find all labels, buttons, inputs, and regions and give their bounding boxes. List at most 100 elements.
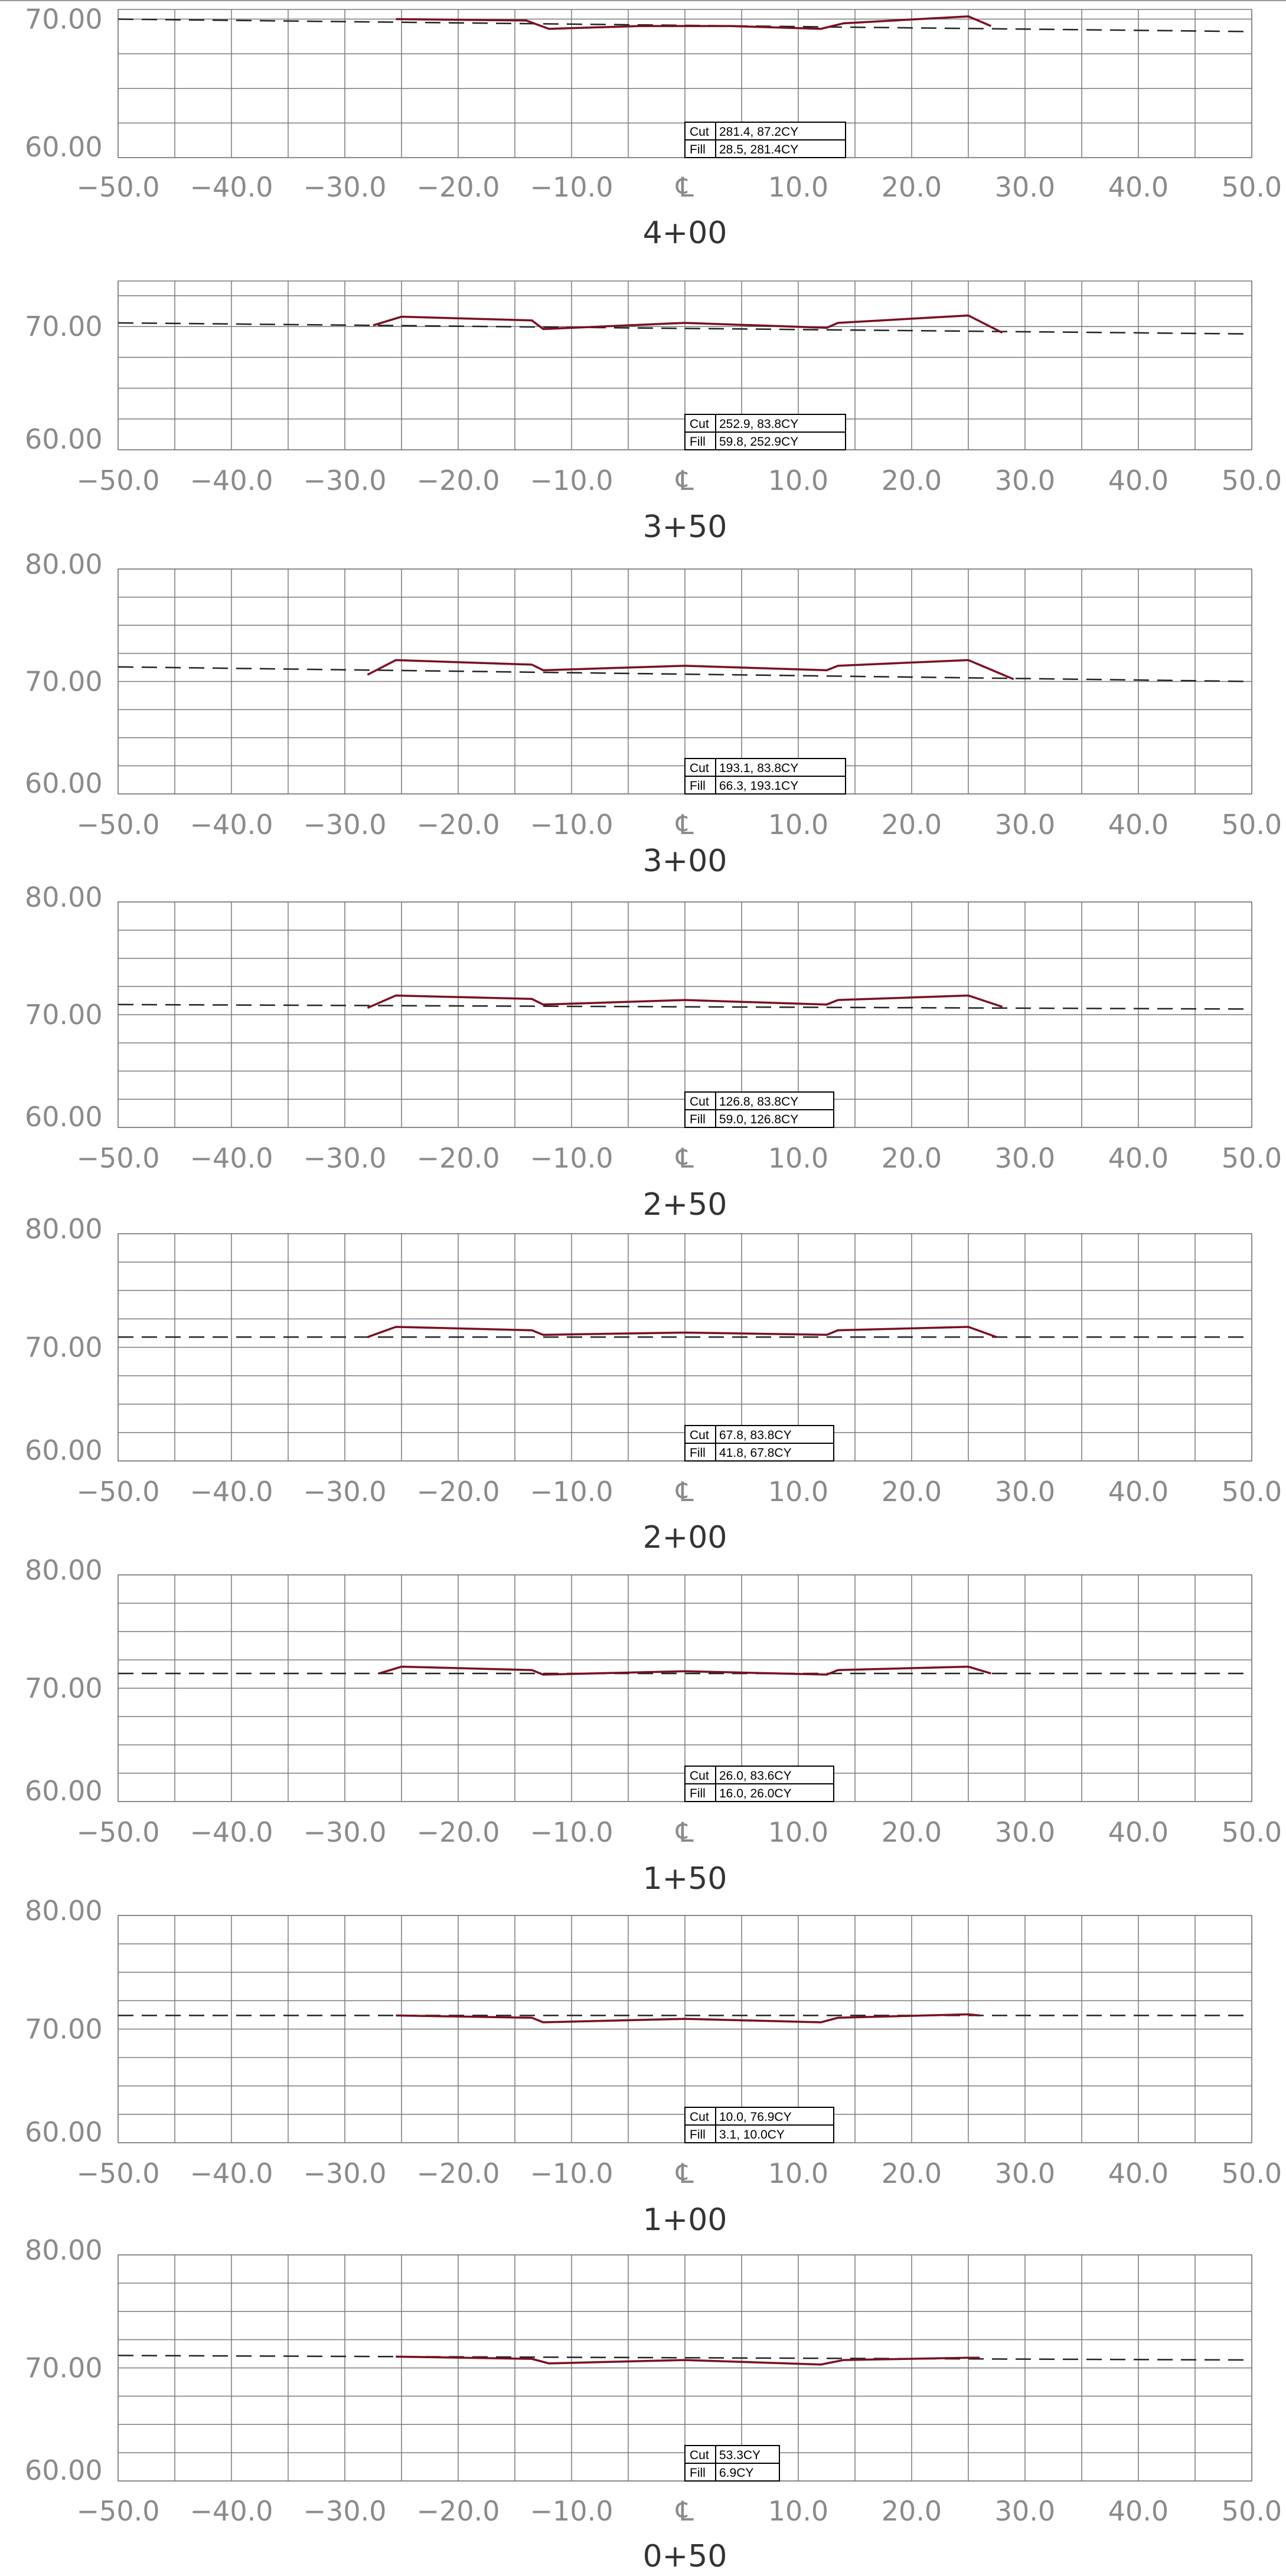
y-axis-label: 60.00: [25, 2454, 103, 2486]
cut-volume-value: 281.4, 87.2CY: [719, 125, 798, 139]
x-axis-label: 30.0: [995, 2157, 1055, 2189]
x-axis-label: −10.0: [530, 2495, 613, 2527]
x-axis-label: −10.0: [530, 1476, 613, 1508]
x-axis-label: −50.0: [77, 2157, 160, 2189]
x-axis-label: 40.0: [1108, 2495, 1169, 2527]
volume-table: Cut 10.0, 76.9CY Fill 3.1, 10.0CY: [684, 2107, 834, 2143]
cut-label: Cut: [690, 1769, 709, 1783]
y-axis-label: 60.00: [25, 2116, 103, 2148]
x-axis-label: 20.0: [882, 171, 942, 203]
x-axis-label: 30.0: [995, 1476, 1055, 1508]
fill-volume-value: 16.0, 26.0CY: [719, 1787, 792, 1800]
cut-volume-value: 53.3CY: [719, 2448, 760, 2462]
design-profile-line: [367, 659, 1014, 681]
y-axis-label: 80.00: [25, 1554, 103, 1586]
x-axis-label: 10.0: [768, 1142, 828, 1174]
x-axis-label: 10.0: [768, 2157, 828, 2189]
x-axis-label: −40.0: [190, 1142, 273, 1174]
x-axis-label: −30.0: [303, 171, 387, 203]
x-axis-label: −40.0: [190, 2157, 273, 2189]
x-axis-label: 40.0: [1108, 1476, 1169, 1508]
x-axis-label: −20.0: [417, 465, 500, 496]
x-axis-label: 50.0: [1222, 809, 1282, 841]
x-axis-label: −50.0: [77, 809, 160, 841]
fill-label: Fill: [690, 1446, 706, 1460]
x-axis-label: −20.0: [417, 1142, 500, 1174]
x-axis-label: −50.0: [77, 2495, 160, 2527]
fill-volume-value: 59.0, 126.8CY: [719, 1113, 798, 1126]
x-axis-label: −30.0: [303, 1476, 387, 1508]
existing-ground-line: [117, 1003, 1252, 1010]
x-axis-label: 40.0: [1108, 1142, 1169, 1174]
cut-volume-value: 252.9, 83.8CY: [719, 417, 798, 431]
x-axis-label: 30.0: [995, 2495, 1055, 2527]
x-axis-label: −50.0: [77, 171, 160, 203]
station-label: 0+50: [643, 2539, 727, 2574]
section-1-50: 80.00 70.00 60.00 −50.0 −40.0 −30.0 −20.0 −10.0…: [25, 1554, 1282, 1897]
centerline-label: ℄: [675, 1816, 694, 1848]
y-axis-label: 60.00: [25, 131, 103, 163]
y-axis-label: 70.00: [25, 1672, 103, 1704]
cut-volume-value: 26.0, 83.6CY: [719, 1769, 792, 1783]
cut-label: Cut: [690, 1095, 709, 1109]
x-axis-label: 50.0: [1222, 1476, 1282, 1508]
centerline-label: ℄: [675, 2157, 694, 2189]
x-axis-label: 20.0: [882, 2495, 942, 2527]
y-axis-label: 70.00: [25, 2352, 103, 2384]
fill-label: Fill: [690, 779, 706, 793]
x-axis-label: −40.0: [190, 465, 273, 496]
fill-volume-value: 6.9CY: [719, 2466, 753, 2480]
y-axis-label: 80.00: [25, 1895, 103, 1927]
station-label: 3+00: [643, 844, 727, 879]
x-axis-label: −10.0: [530, 1142, 613, 1174]
x-axis-label: −40.0: [190, 1476, 273, 1508]
y-axis-label: 70.00: [25, 1332, 103, 1364]
volume-table: Cut 67.8, 83.8CY Fill 41.8, 67.8CY: [684, 1425, 834, 1462]
x-axis-label: −20.0: [417, 1816, 500, 1848]
y-axis-label: 80.00: [25, 1213, 103, 1245]
x-axis-label: 10.0: [768, 1476, 828, 1508]
x-axis-label: 40.0: [1108, 809, 1169, 841]
design-profile-line: [367, 1326, 997, 1338]
x-axis-label: −40.0: [190, 809, 273, 841]
x-axis-label: −30.0: [303, 809, 387, 841]
x-axis-label: 10.0: [768, 2495, 828, 2527]
y-axis-label: 80.00: [25, 2234, 103, 2266]
x-axis-label: −50.0: [77, 1816, 160, 1848]
y-axis-label: 70.00: [25, 999, 103, 1031]
x-axis-label: −10.0: [530, 1816, 613, 1848]
cut-volume-value: 10.0, 76.9CY: [719, 2110, 792, 2124]
cut-volume-value: 67.8, 83.8CY: [719, 1428, 792, 1442]
volume-table: Cut 126.8, 83.8CY Fill 59.0, 126.8CY: [684, 1091, 834, 1128]
design-profile-line: [396, 15, 992, 30]
x-axis-label: −10.0: [530, 465, 613, 496]
x-axis-label: −30.0: [303, 2495, 387, 2527]
fill-volume-value: 59.8, 252.9CY: [719, 435, 798, 449]
design-profile-line: [396, 2013, 980, 2023]
station-label: 1+50: [643, 1861, 727, 1897]
station-label: 3+50: [643, 509, 727, 545]
existing-ground-line: [117, 666, 1252, 682]
x-axis-label: −10.0: [530, 2157, 613, 2189]
section-3-00: 80.00 70.00 60.00 −50.0 −40.0 −30.0 −20.0 −10.0…: [25, 548, 1282, 879]
centerline-label: ℄: [675, 1142, 694, 1174]
section-1-00: 80.00 70.00 60.00 −50.0 −40.0 −30.0 −20.0 −10.0…: [25, 1895, 1282, 2238]
y-axis-label: 70.00: [25, 310, 103, 342]
design-profile-line: [367, 994, 1003, 1009]
x-axis-label: 20.0: [882, 1816, 942, 1848]
y-axis-label: 80.00: [25, 881, 103, 913]
existing-ground-line: [117, 322, 1252, 335]
x-axis-label: 50.0: [1222, 465, 1282, 496]
volume-table: Cut 53.3CY Fill 6.9CY: [684, 2445, 780, 2482]
existing-ground-line: [117, 2355, 1252, 2361]
cut-label: Cut: [690, 125, 709, 139]
fill-label: Fill: [690, 435, 706, 449]
x-axis-label: 40.0: [1108, 171, 1169, 203]
y-axis-label: 70.00: [25, 3, 103, 35]
x-axis-label: 50.0: [1222, 1816, 1282, 1848]
x-axis-label: 20.0: [882, 1142, 942, 1174]
centerline-label: ℄: [675, 809, 694, 841]
fill-volume-value: 66.3, 193.1CY: [719, 779, 798, 793]
x-axis-label: −50.0: [77, 1142, 160, 1174]
x-axis-label: −40.0: [190, 171, 273, 203]
